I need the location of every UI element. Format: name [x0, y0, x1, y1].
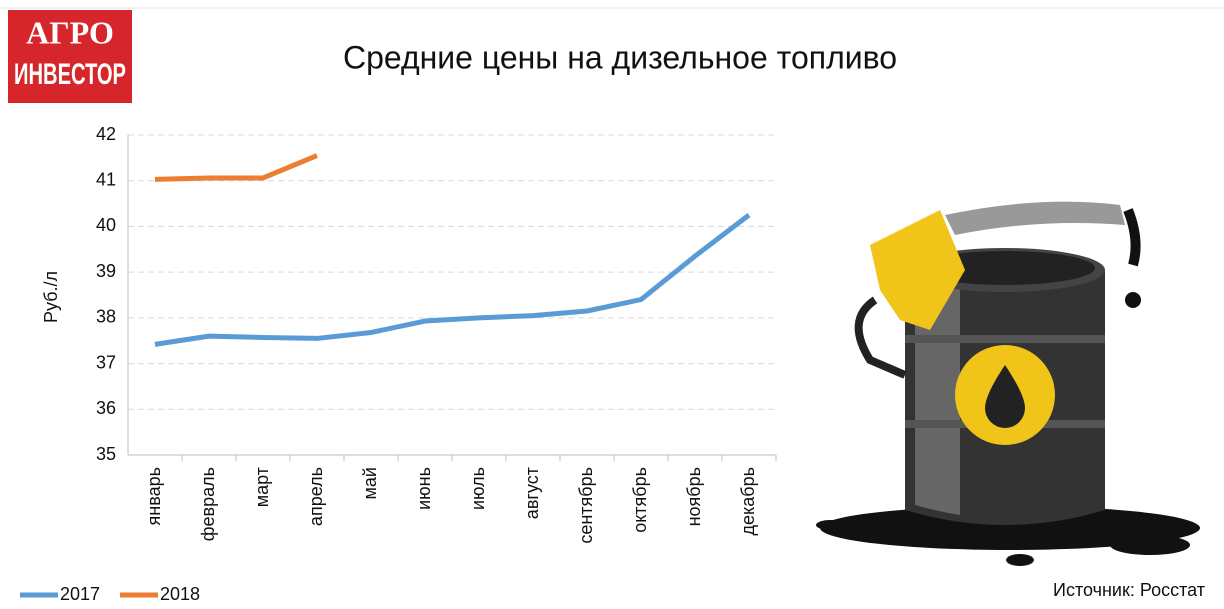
chart-title: Средние цены на дизельное топливо	[343, 39, 897, 75]
x-tick-label: сентябрь	[576, 467, 596, 544]
x-tick-label: январь	[144, 467, 164, 525]
x-tick-label: июнь	[414, 467, 434, 510]
x-tick-label: декабрь	[738, 467, 758, 536]
y-axis-label: Руб./л	[41, 271, 61, 323]
x-tick-label: март	[252, 467, 272, 507]
x-tick-label: октябрь	[630, 467, 650, 533]
x-tick-label: апрель	[306, 467, 326, 526]
logo-box	[8, 10, 132, 103]
y-tick-label: 37	[96, 352, 116, 372]
x-tick-label: август	[522, 467, 542, 519]
x-tick-label: май	[360, 467, 380, 499]
x-tick-label: июль	[468, 467, 488, 510]
legend-label: 2017	[60, 584, 100, 604]
x-tick-label: февраль	[198, 467, 218, 541]
source-note: Источник: Росстат	[1053, 580, 1205, 600]
y-tick-label: 41	[96, 169, 116, 189]
x-tick-label: ноябрь	[684, 467, 704, 526]
illustration	[816, 201, 1200, 566]
legend-label: 2018	[160, 584, 200, 604]
line-series	[154, 213, 751, 347]
logo-text: ИНВЕСТОР	[14, 58, 126, 91]
y-tick-label: 42	[96, 124, 116, 144]
y-tick-label: 36	[96, 398, 116, 418]
y-tick-label: 39	[96, 261, 116, 281]
line-series	[154, 153, 318, 182]
y-tick-label: 40	[96, 215, 116, 235]
y-tick-label: 38	[96, 307, 116, 327]
y-tick-label: 35	[96, 444, 116, 464]
logo-text: АГРО	[26, 14, 114, 50]
